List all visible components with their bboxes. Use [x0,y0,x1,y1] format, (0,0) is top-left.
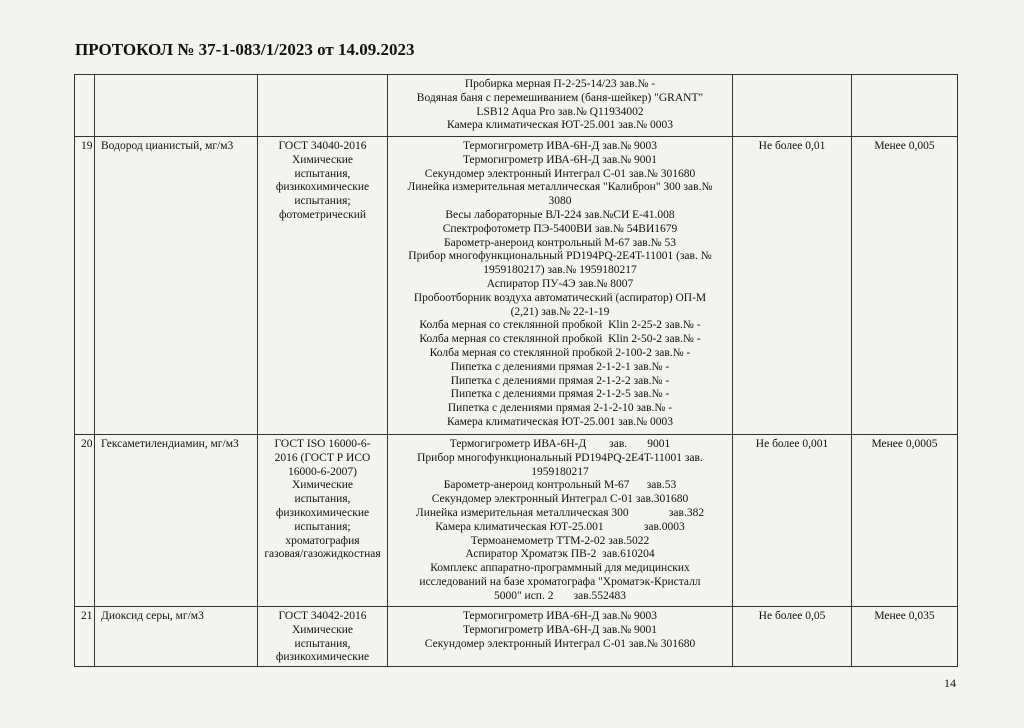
table-cell [74,74,95,137]
cell-line: Камера климатическая ЮТ-25.001 зав.0003 [435,520,685,533]
cell-line: Спектрофотометр ПЭ-5400ВИ зав.№ 54ВИ1679 [442,222,678,235]
cell-line: Комплекс аппаратно-программный для медиц… [430,562,690,575]
cell-line: Термоанемометр ТТМ-2-02 зав.5022 [470,534,650,547]
cell-line: 5000" исп. 2 зав.552483 [493,589,627,602]
table-cell: Не более 0,001 [732,434,852,607]
cell-line: физикохимические [275,181,370,194]
table-cell: Пробирка мерная П-2-25-14/23 зав.№ - Водя… [387,74,733,137]
table-cell [94,74,258,137]
table-cell: ГОСТ ISO 16000-6- 2016 (ГОСТ Р ИСО 16000-6… [257,434,388,607]
cell-line: испытания, [294,493,351,506]
table-cell: Гексаметилендиамин, мг/м3 [94,434,258,607]
cell-line: 1959180217) зав.№ 1959180217 [483,264,637,277]
cell-line: физикохимические [275,506,370,519]
table-cell: Термогигрометр ИВА-6Н-Д зав. 9001 Прибор … [387,434,733,607]
table-cell [732,74,852,137]
cell-text: Менее 0,0005 [871,438,938,450]
cell-line: 3080 [548,195,572,208]
cell-line: Термогигрометр ИВА-6Н-Д зав. 9001 [449,438,671,450]
cell-line: хроматография [285,534,360,547]
table-cell: 20 [74,434,95,607]
cell-line: Аспиратор Хроматэк ПВ-2 зав.610204 [465,548,655,561]
cell-line: (2,21) зав.№ 22-1-19 [510,305,610,318]
cell-line: фотометрический [278,208,367,221]
cell-line: Секундомер электронный Интеграл С-01 зав… [431,493,689,506]
cell-text: Не более 0,05 [758,610,826,622]
table-cell: Не более 0,01 [732,136,852,435]
cell-text: Не более 0,01 [758,140,826,152]
cell-line: Водяная баня с перемешиванием (баня-шейк… [416,91,704,104]
cell-line: ГОСТ 34040-2016 [278,140,367,152]
cell-line: Пипетка с делениями прямая 2-1-2-5 зав.№… [450,388,670,401]
cell-line: Термогигрометр ИВА-6Н-Д зав.№ 9001 [462,153,658,166]
cell-line: Весы лабораторные ВЛ-224 зав.№СИ Е-41.00… [445,208,675,221]
cell-line: физикохимические [275,651,370,664]
cell-line: Барометр-анероид контрольный М-67 зав.53 [443,479,677,492]
cell-text: Водород цианистый, мг/м3 [101,140,234,152]
cell-text: Не более 0,001 [755,438,829,450]
cell-line: испытания; [294,195,351,208]
cell-line: Пробирка мерная П-2-25-14/23 зав.№ - [464,78,656,90]
cell-text: 19 [81,140,93,152]
cell-line: Секундомер электронный Интеграл С-01 зав… [424,167,696,180]
table-cell: Менее 0,035 [851,606,958,667]
cell-line: Пробоотборник воздуха автоматический (ас… [413,291,707,304]
cell-line: 2016 (ГОСТ Р ИСО [274,451,371,464]
cell-line: Аспиратор ПУ-4Э зав.№ 8007 [486,277,634,290]
table-cell [257,74,388,137]
cell-line: Колба мерная со стеклянной пробкой 2-100… [429,346,691,359]
table-cell: Менее 0,0005 [851,434,958,607]
cell-text: 20 [81,438,93,450]
cell-text: Менее 0,005 [874,140,935,152]
cell-line: Линейка измерительная металлическая "Кал… [407,181,713,194]
cell-line: испытания; [294,520,351,533]
cell-line: Термогигрометр ИВА-6Н-Д зав.№ 9003 [462,610,658,622]
cell-text: Гексаметилендиамин, мг/м3 [101,438,239,450]
table-cell: Диоксид серы, мг/м3 [94,606,258,667]
cell-line: газовая/газожидкостная [264,548,381,561]
cell-line: Колба мерная со стеклянной пробкой Klin … [419,333,701,346]
cell-line: Линейка измерительная металлическая 300 … [415,506,705,519]
cell-line: испытания, [294,167,351,180]
cell-line: LSB12 Aqua Pro зав.№ Q11934002 [476,105,644,118]
title: ПРОТОКОЛ № 37-1-083/1/2023 от 14.09.2023 [75,40,415,59]
cell-line: Колба мерная со стеклянной пробкой Klin … [419,319,701,332]
cell-line: Прибор многофункциональный PD194PQ-2E4T-… [417,451,703,464]
cell-line: ГОСТ 34042-2016 [278,610,367,622]
table-cell: ГОСТ 34040-2016 Химические испытания, физик… [257,136,388,435]
table-cell: ГОСТ 34042-2016 Химические испытания, физик… [257,606,388,667]
table-cell: Не более 0,05 [732,606,852,667]
table-cell: Водород цианистый, мг/м3 [94,136,258,435]
cell-line: Секундомер электронный Интеграл С-01 зав… [424,637,696,650]
cell-text: Диоксид серы, мг/м3 [101,610,204,622]
cell-line: Камера климатическая ЮТ-25.001 зав.№ 000… [446,119,674,132]
cell-line: Пипетка с делениями прямая 2-1-2-2 зав.№… [450,374,670,387]
cell-line: Камера климатическая ЮТ-25.001 зав.№ 000… [446,415,674,428]
cell-line: Химические [291,153,353,166]
table-cell [851,74,958,137]
cell-line: Барометр-анероид контрольный М-67 зав.№ … [444,236,676,249]
cell-line: 1959180217 [531,465,589,478]
cell-line: Термогигрометр ИВА-6Н-Д зав.№ 9003 [462,140,658,152]
cell-text: Менее 0,035 [874,610,935,622]
cell-line: 16000-6-2007) [288,465,357,478]
cell-line: Химические [291,623,353,636]
table-cell: Менее 0,005 [851,136,958,435]
cell-line: Пипетка с делениями прямая 2-1-2-10 зав.… [447,402,673,415]
cell-line: Химические [291,479,353,492]
cell-line: Пипетка с делениями прямая 2-1-2-1 зав.№… [450,360,670,373]
page-number: 14 [944,676,956,690]
table-cell: Термогигрометр ИВА-6Н-Д зав.№ 9003 Термог… [387,606,733,667]
cell-line: Прибор многофункциональный PD194PQ-2E4T-… [408,250,712,263]
cell-line: Термогигрометр ИВА-6Н-Д зав.№ 9001 [462,623,658,636]
cell-text: 21 [81,610,93,622]
table-cell: Термогигрометр ИВА-6Н-Д зав.№ 9003 Термог… [387,136,733,435]
table-cell: 21 [74,606,95,667]
cell-line: исследований на базе хроматографа "Хрома… [419,575,701,588]
cell-line: ГОСТ ISO 16000-6- [274,438,371,450]
cell-line: испытания, [294,637,351,650]
table-cell: 19 [74,136,95,435]
